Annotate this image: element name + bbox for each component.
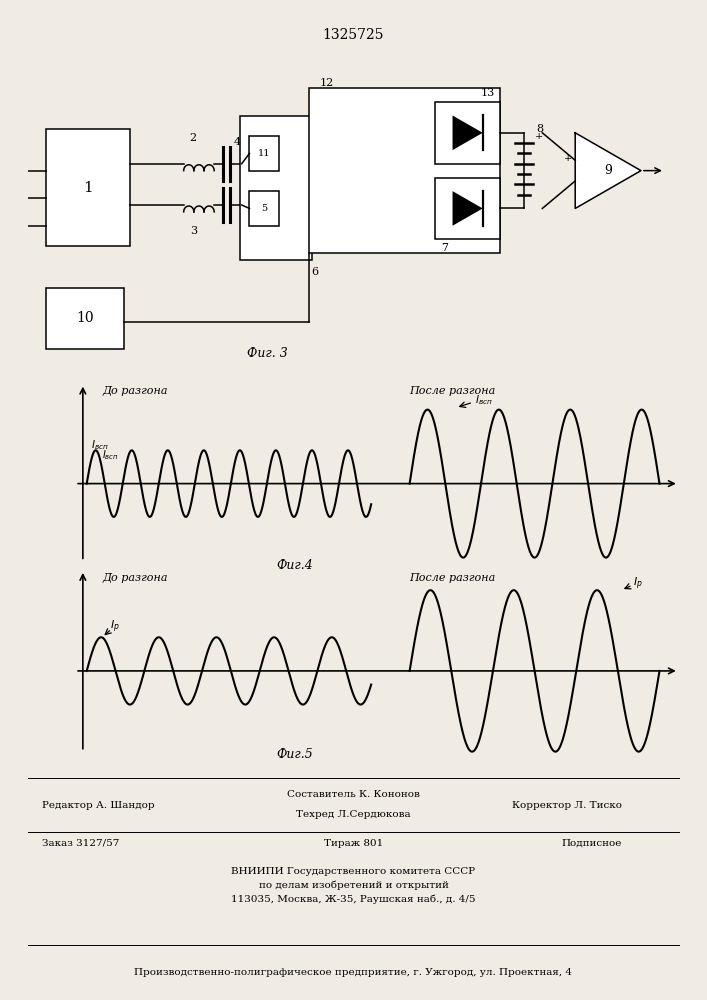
Text: Составитель К. Кононов: Составитель К. Кононов xyxy=(287,790,420,799)
Text: +: + xyxy=(564,154,572,163)
Text: 13: 13 xyxy=(480,88,494,98)
Text: $\mathit{I_{всп}}$: $\mathit{I_{всп}}$ xyxy=(475,393,493,407)
Text: $\mathit{I_р}$: $\mathit{I_р}$ xyxy=(110,619,119,635)
Text: ВНИИПИ Государственного комитета СССР: ВНИИПИ Государственного комитета СССР xyxy=(231,867,476,876)
Bar xyxy=(250,136,279,171)
Text: 10: 10 xyxy=(76,311,94,325)
Text: После разгона: После разгона xyxy=(409,386,496,396)
Text: 8: 8 xyxy=(537,124,544,134)
Bar xyxy=(435,102,501,164)
Text: До разгона: До разгона xyxy=(102,573,168,583)
Text: Редактор А. Шандор: Редактор А. Шандор xyxy=(42,800,155,810)
Text: 3: 3 xyxy=(189,226,197,236)
Text: 9: 9 xyxy=(604,164,612,177)
Text: Фиг. 3: Фиг. 3 xyxy=(247,347,288,360)
Text: 5: 5 xyxy=(262,204,267,213)
Bar xyxy=(240,116,312,260)
Text: Производственно-полиграфическое предприятие, г. Ужгород, ул. Проектная, 4: Производственно-полиграфическое предприя… xyxy=(134,968,573,977)
Polygon shape xyxy=(452,191,483,226)
Bar xyxy=(435,178,501,239)
Text: $\mathit{I_р}$: $\mathit{I_р}$ xyxy=(633,575,643,592)
Text: 1325725: 1325725 xyxy=(323,28,384,42)
Bar xyxy=(250,191,279,226)
Text: 11: 11 xyxy=(258,149,271,158)
Bar xyxy=(309,88,501,253)
Text: Фиг.5: Фиг.5 xyxy=(276,748,312,761)
Text: по делам изобретений и открытий: по делам изобретений и открытий xyxy=(259,881,448,890)
Text: 1: 1 xyxy=(83,181,93,195)
Polygon shape xyxy=(575,133,641,208)
Text: Тираж 801: Тираж 801 xyxy=(324,839,383,848)
Text: +: + xyxy=(535,132,544,141)
Polygon shape xyxy=(452,115,483,150)
Text: 4: 4 xyxy=(234,137,241,147)
Text: До разгона: До разгона xyxy=(102,386,168,396)
Text: Фиг.4: Фиг.4 xyxy=(276,559,312,572)
Text: 113035, Москва, Ж-35, Раушская наб., д. 4/5: 113035, Москва, Ж-35, Раушская наб., д. … xyxy=(231,895,476,904)
Text: После разгона: После разгона xyxy=(409,573,496,583)
Text: $\mathit{I_{всп}}$: $\mathit{I_{всп}}$ xyxy=(90,438,108,452)
Bar xyxy=(46,129,130,246)
Text: Заказ 3127/57: Заказ 3127/57 xyxy=(42,839,119,848)
Bar xyxy=(46,288,124,349)
Text: Техред Л.Сердюкова: Техред Л.Сердюкова xyxy=(296,810,411,819)
Text: 7: 7 xyxy=(440,243,448,253)
Text: 6: 6 xyxy=(312,267,319,277)
Text: Подписное: Подписное xyxy=(562,839,622,848)
Text: $\mathit{I_{всп}}$: $\mathit{I_{всп}}$ xyxy=(102,448,119,462)
Text: Корректор Л. Тиско: Корректор Л. Тиско xyxy=(512,800,622,810)
Text: 2: 2 xyxy=(189,133,197,143)
Text: 12: 12 xyxy=(320,78,334,88)
